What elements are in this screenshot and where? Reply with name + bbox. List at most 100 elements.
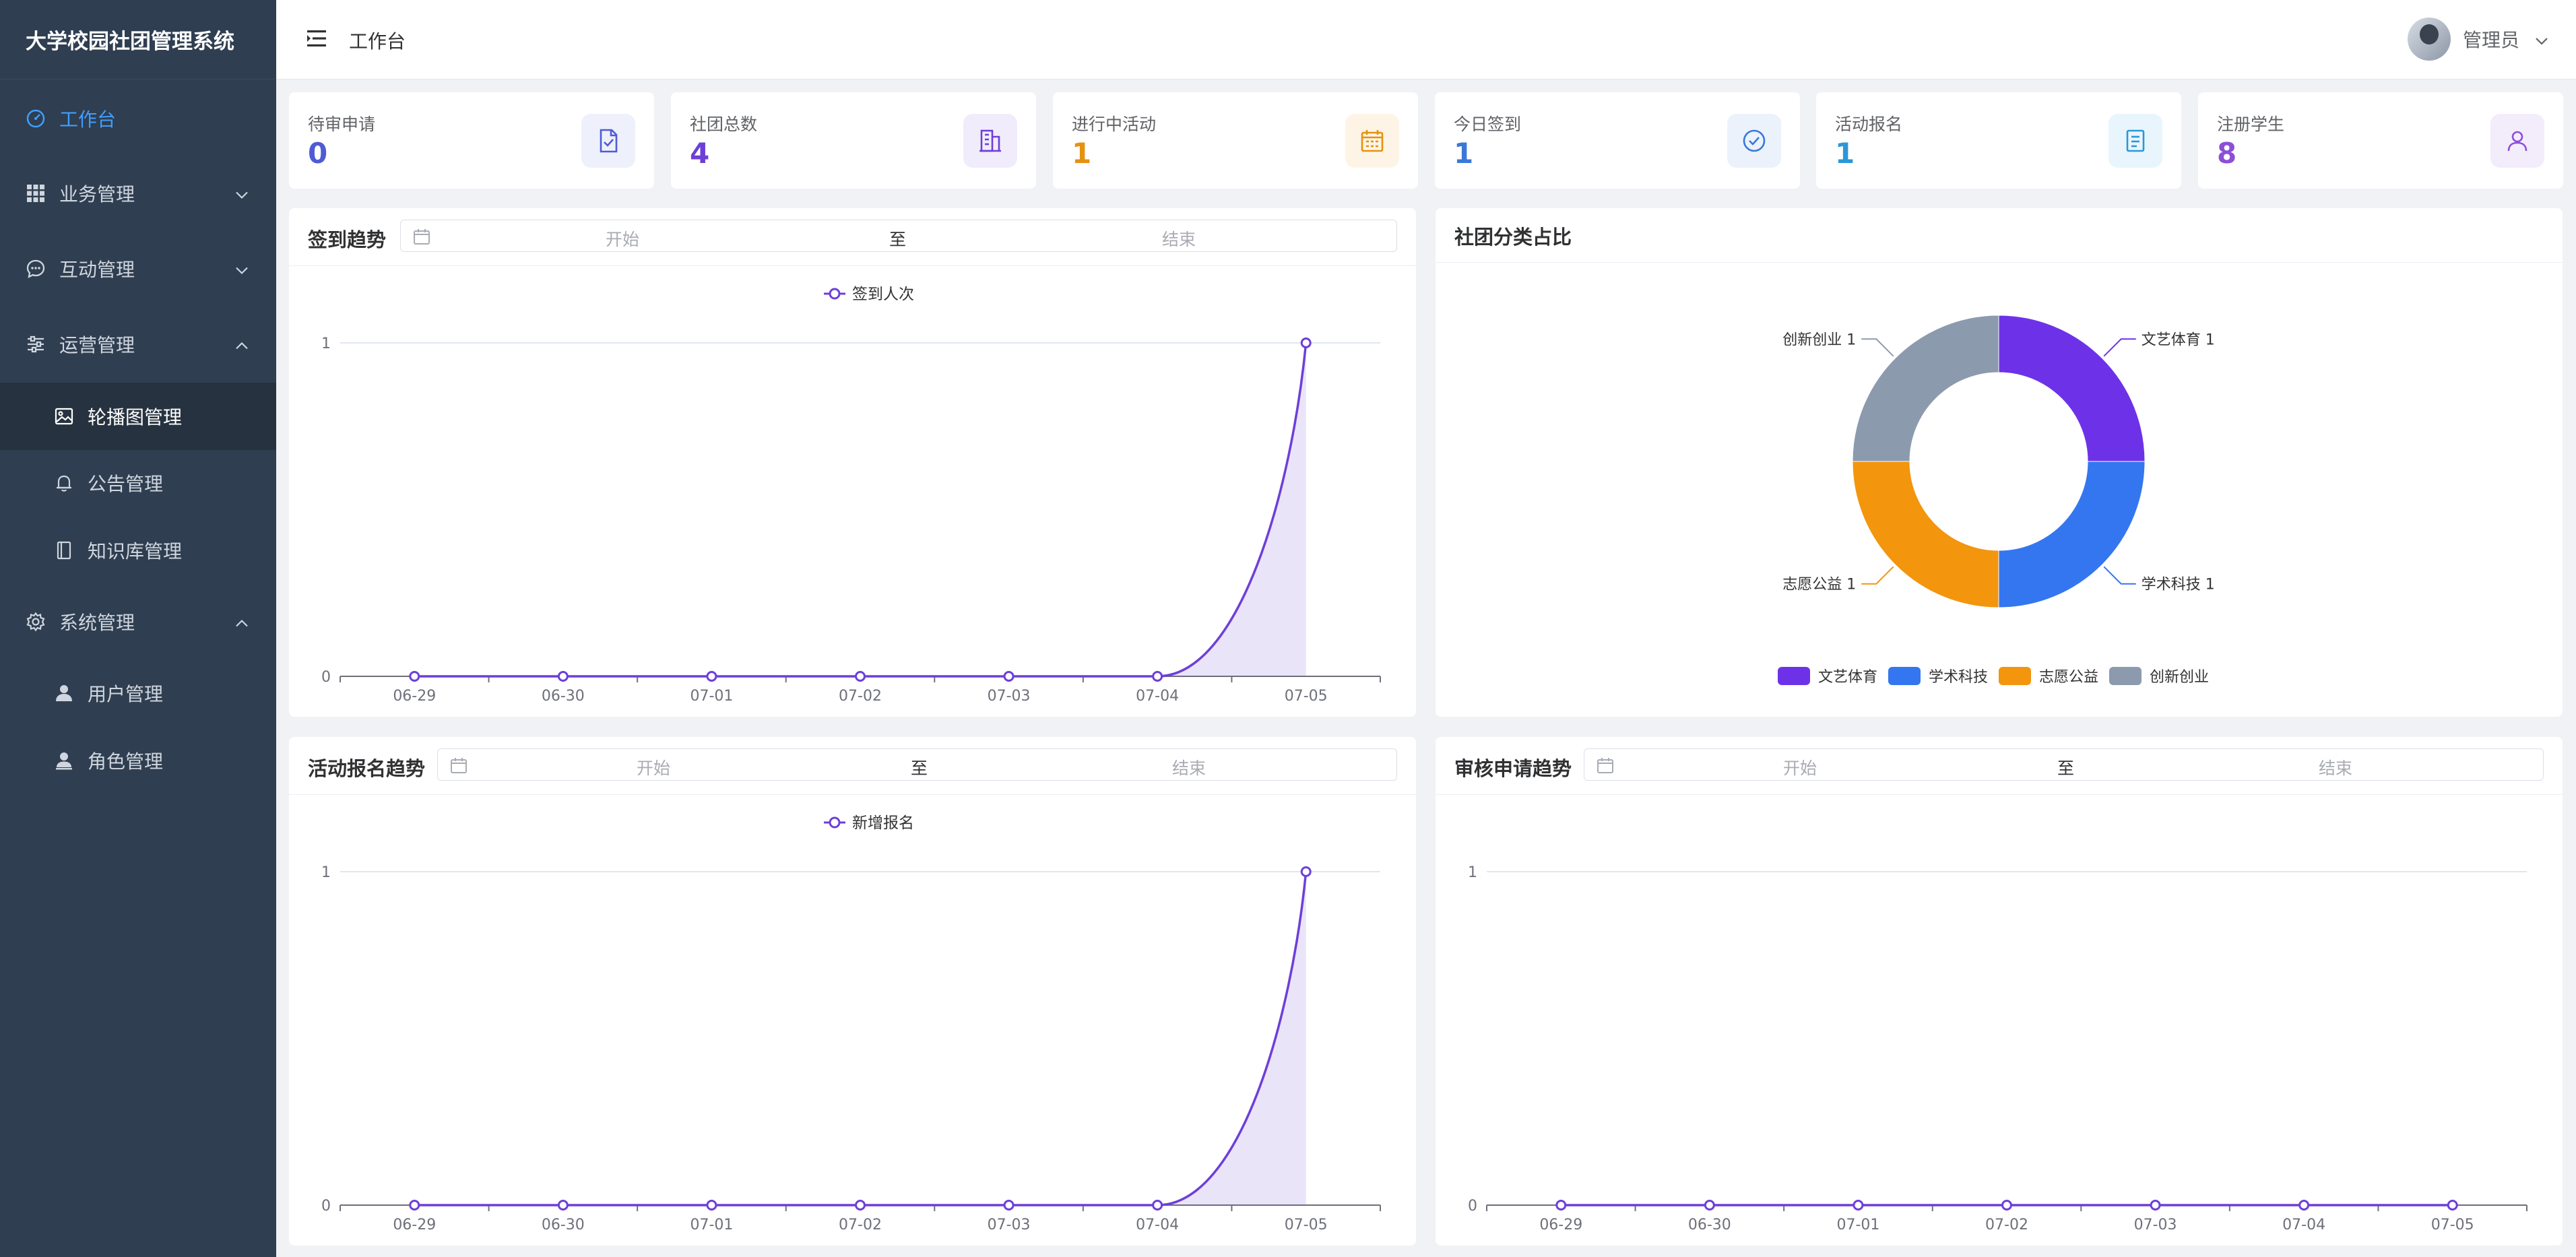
sidebar-item-notice[interactable]: 公告管理 [0, 462, 276, 504]
date-separator: 至 [911, 759, 928, 778]
data-point [706, 1200, 717, 1211]
category-pie-chart: 文艺体育 1 学术科技 1 志愿公益 1 创新创业 1 文艺体育 学术科技 志愿公益 创新创业 [1778, 315, 2215, 686]
checkin-date-range[interactable]: 开始 至 结束 [400, 220, 1397, 252]
data-point [2298, 1200, 2310, 1211]
sidebar-item-label: 轮播图管理 [88, 406, 183, 428]
slice-label: 文艺体育 1 [2142, 331, 2215, 348]
x-tick-label: 07-03 [988, 688, 1031, 705]
stat-card-clubs[interactable]: 社团总数 4 [671, 92, 1036, 189]
sidebar-item-carousel[interactable]: 轮播图管理 [0, 383, 276, 450]
slice-label: 创新创业 1 [1782, 331, 1856, 348]
legend-label: 志愿公益 [2039, 669, 2098, 686]
sidebar-item-dashboard[interactable]: 工作台 [0, 98, 276, 139]
stat-label: 注册学生 [2217, 115, 2285, 134]
sidebar-item-roles[interactable]: 角色管理 [0, 740, 276, 781]
menu-toggle-icon[interactable] [306, 28, 327, 51]
sidebar-item-label: 互动管理 [59, 259, 135, 281]
data-point [1555, 1200, 1567, 1211]
date-end[interactable]: 结束 [1172, 759, 1206, 778]
y-tick-label: 0 [321, 1198, 331, 1215]
label-leader [1861, 338, 1894, 357]
data-point [1853, 1200, 1864, 1211]
legend-marker [829, 816, 841, 829]
stat-value: 1 [1835, 137, 1855, 170]
dashboard-icon [24, 107, 47, 130]
y-tick-label: 1 [321, 864, 331, 881]
chevron-down-icon [234, 258, 249, 280]
sidebar-item-system[interactable]: 系统管理 [0, 601, 276, 643]
avatar [2407, 18, 2451, 61]
x-tick-label: 07-05 [2431, 1217, 2474, 1233]
bell-icon [53, 472, 75, 494]
signup-trend-chart: 0 1 06-29 06-30 07-01 07-02 07-03 07-04 07-05 新增报… [321, 814, 1381, 1233]
document-icon [2108, 114, 2162, 168]
audit-date-range[interactable]: 开始 至 结束 [1584, 748, 2544, 781]
stat-card-signup[interactable]: 活动报名 1 [1816, 92, 2181, 189]
panel-title: 审核申请趋势 [1454, 757, 1572, 780]
stat-label: 进行中活动 [1072, 115, 1157, 134]
y-tick-label: 0 [1468, 1198, 1477, 1215]
legend-label: 学术科技 [1929, 669, 1988, 686]
date-start[interactable]: 开始 [1783, 759, 1817, 778]
legend-label: 新增报名 [852, 814, 914, 832]
signup-date-range[interactable]: 开始 至 结束 [437, 748, 1397, 781]
sidebar-item-business[interactable]: 业务管理 [0, 172, 276, 214]
date-end[interactable]: 结束 [2319, 759, 2353, 778]
user-icon [53, 682, 75, 705]
stat-label: 待审申请 [308, 115, 376, 134]
x-tick-label: 07-03 [988, 1217, 1031, 1233]
chevron-down-icon [2534, 28, 2549, 51]
user-menu[interactable]: 管理员 [2407, 18, 2549, 61]
panel-title: 活动报名趋势 [308, 757, 426, 780]
sidebar-item-interaction[interactable]: 互动管理 [0, 248, 276, 290]
legend-swatch [1888, 667, 1921, 685]
image-icon [53, 405, 75, 428]
data-point [2150, 1200, 2161, 1211]
series-area [414, 872, 1306, 1205]
check-circle-icon [1727, 114, 1781, 168]
data-point [1704, 1200, 1715, 1211]
date-start[interactable]: 开始 [637, 759, 671, 778]
x-tick-label: 06-30 [542, 688, 585, 705]
stat-card-checkin[interactable]: 今日签到 1 [1435, 92, 1800, 189]
data-point [1300, 337, 1312, 348]
legend-label: 创新创业 [2150, 669, 2209, 686]
x-tick-label: 07-02 [1985, 1217, 2028, 1233]
date-end[interactable]: 结束 [1162, 230, 1196, 249]
x-tick-label: 07-05 [1285, 688, 1328, 705]
gear-icon [24, 610, 47, 633]
x-tick-label: 07-01 [1836, 1217, 1879, 1233]
x-tick-label: 07-01 [690, 688, 733, 705]
stat-card-students[interactable]: 注册学生 8 [2198, 92, 2563, 189]
stat-card-pending[interactable]: 待审申请 0 [289, 92, 654, 189]
y-tick-label: 1 [321, 335, 331, 352]
book-icon [53, 539, 75, 562]
app-title: 大学校园社团管理系统 [0, 0, 276, 79]
x-tick-label: 07-02 [839, 1217, 882, 1233]
x-tick-label: 07-01 [690, 1217, 733, 1233]
role-icon [53, 749, 75, 772]
panel-title: 社团分类占比 [1454, 226, 1572, 249]
legend-swatch [1778, 667, 1810, 685]
chevron-up-icon [234, 611, 249, 633]
sidebar-item-knowledge[interactable]: 知识库管理 [0, 529, 276, 571]
sidebar: 大学校园社团管理系统 工作台 业务管理 互动管理 运营管理 轮播图管理 [0, 0, 276, 1257]
series-area [414, 343, 1306, 676]
stat-card-activities[interactable]: 进行中活动 1 [1053, 92, 1418, 189]
date-start[interactable]: 开始 [606, 230, 640, 249]
label-leader [2103, 566, 2136, 585]
sidebar-item-users[interactable]: 用户管理 [0, 672, 276, 714]
legend-swatch [2109, 667, 2142, 685]
sidebar-item-label: 公告管理 [88, 473, 164, 495]
x-tick-label: 07-02 [839, 688, 882, 705]
data-point [855, 671, 866, 682]
data-point [855, 1200, 866, 1211]
sidebar-item-operations[interactable]: 运营管理 [0, 323, 276, 365]
x-tick-label: 06-30 [542, 1217, 585, 1233]
data-point [1003, 1200, 1015, 1211]
y-tick-label: 0 [321, 669, 331, 686]
stat-label: 社团总数 [690, 115, 758, 134]
sidebar-item-label: 用户管理 [88, 683, 164, 705]
data-point [409, 671, 420, 682]
sidebar-item-label: 角色管理 [88, 750, 164, 773]
